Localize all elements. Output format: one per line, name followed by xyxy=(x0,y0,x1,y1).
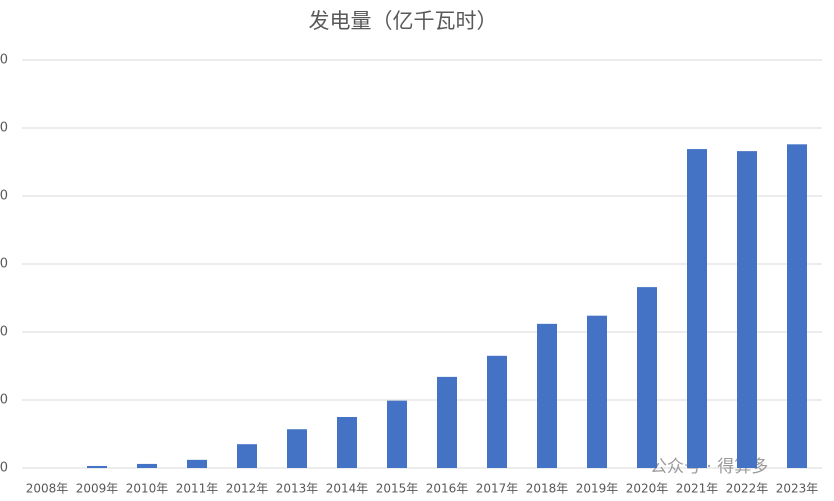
bar xyxy=(287,429,307,468)
bar xyxy=(337,417,357,468)
x-tick-label: 2021年 xyxy=(676,482,719,496)
x-tick-label: 2022年 xyxy=(726,482,769,496)
x-tick-label: 2019年 xyxy=(576,482,619,496)
x-tick-label: 2018年 xyxy=(526,482,569,496)
x-tick-label: 2015年 xyxy=(376,482,419,496)
x-tick-label: 2008年 xyxy=(26,482,69,496)
bar xyxy=(137,463,157,468)
y-tick-label: 500 xyxy=(0,121,8,136)
x-tick-label: 2010年 xyxy=(126,482,169,496)
bar xyxy=(737,151,757,468)
bar xyxy=(637,287,657,468)
x-tick-label: 2016年 xyxy=(426,482,469,496)
bar xyxy=(87,465,107,468)
bar xyxy=(187,459,207,468)
bar xyxy=(687,149,707,468)
x-tick-label: 2013年 xyxy=(276,482,319,496)
x-tick-label: 2011年 xyxy=(176,482,219,496)
x-tick-label: 2012年 xyxy=(226,482,269,496)
y-tick-label: 300 xyxy=(0,257,8,272)
chart-title: 发电量（亿千瓦时） xyxy=(309,9,498,33)
y-tick-label: 400 xyxy=(0,189,8,204)
y-tick-label: 600 xyxy=(0,53,8,68)
bar xyxy=(387,400,407,468)
bar xyxy=(487,355,507,468)
x-tick-label: 2023年 xyxy=(776,482,819,496)
y-tick-label: 0 xyxy=(0,461,8,476)
x-tick-label: 2009年 xyxy=(76,482,119,496)
bar xyxy=(587,315,607,468)
y-tick-label: 200 xyxy=(0,325,8,340)
bar xyxy=(437,376,457,468)
x-tick-label: 2017年 xyxy=(476,482,519,496)
bar xyxy=(537,323,557,468)
y-tick-label: 100 xyxy=(0,393,8,408)
bar xyxy=(787,144,807,468)
x-tick-label: 2020年 xyxy=(626,482,669,496)
bar xyxy=(237,444,257,468)
x-tick-label: 2014年 xyxy=(326,482,369,496)
